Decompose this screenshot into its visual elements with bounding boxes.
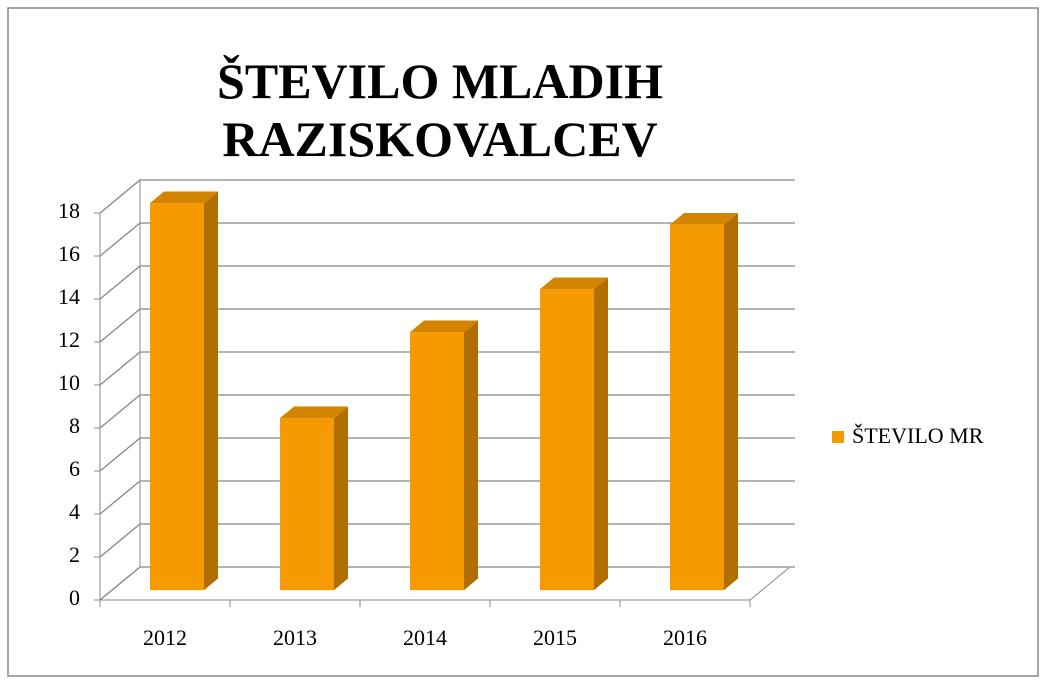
y-tick-label: 16	[58, 241, 80, 266]
x-tick-label: 2016	[663, 625, 707, 650]
x-tick-label: 2013	[273, 625, 317, 650]
bar-side	[204, 191, 218, 591]
bar-side	[334, 406, 348, 591]
x-tick-label: 2014	[403, 625, 447, 650]
y-tick-label: 4	[69, 499, 80, 524]
x-tick-label: 2015	[533, 625, 577, 650]
y-tick-label: 6	[69, 456, 80, 481]
bar-top	[280, 406, 348, 419]
bar-side	[724, 213, 738, 591]
x-tick-label: 2012	[143, 625, 187, 650]
grid-line	[99, 265, 795, 300]
bar	[410, 332, 464, 591]
bar-side	[464, 320, 478, 591]
y-tick-label: 10	[58, 370, 80, 395]
y-tick-label: 12	[58, 327, 80, 352]
y-tick-label: 18	[58, 198, 80, 223]
bar	[670, 224, 724, 591]
y-tick-label: 0	[69, 585, 80, 610]
legend-swatch	[832, 431, 844, 443]
bar-side	[594, 277, 608, 591]
chart-title: ŠTEVILO MLADIH RAZISKOVALCEV	[217, 53, 663, 167]
y-tick-label: 14	[58, 284, 80, 309]
bar	[150, 203, 204, 591]
bar-top	[670, 213, 738, 225]
y-tick-label: 8	[69, 413, 80, 438]
grid-line	[99, 222, 795, 257]
bar	[280, 418, 334, 591]
bar-top	[540, 277, 608, 290]
bar	[540, 289, 594, 591]
legend-label: ŠTEVILO MR	[852, 423, 984, 448]
bar-top	[410, 320, 478, 333]
bar-top	[150, 191, 218, 204]
y-tick-label: 2	[69, 542, 80, 567]
grid-line	[99, 179, 795, 214]
chart-frame	[7, 7, 1039, 677]
